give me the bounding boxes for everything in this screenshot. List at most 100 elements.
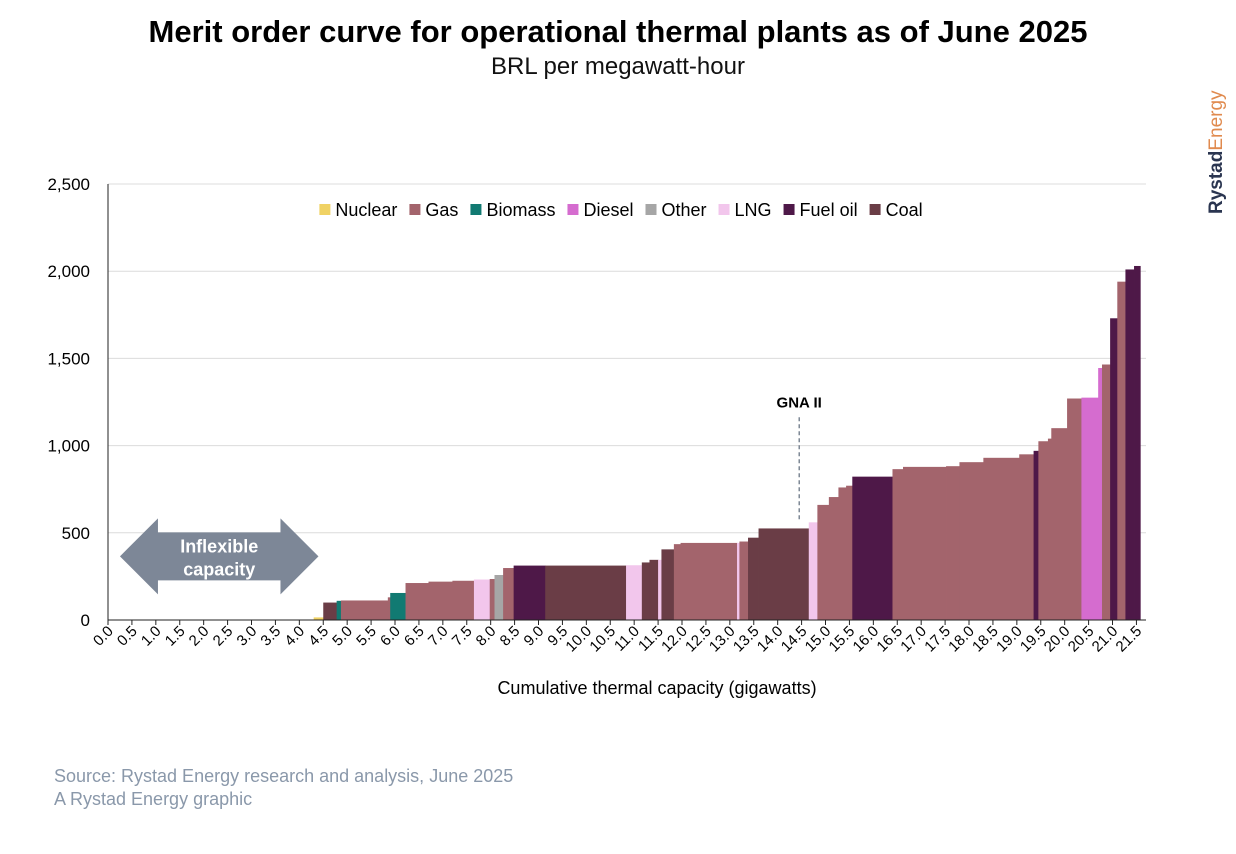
plant-bar xyxy=(1081,397,1099,620)
plant-bar xyxy=(390,592,406,620)
credit-note: A Rystad Energy graphic xyxy=(54,789,253,809)
legend-label: Gas xyxy=(425,200,458,220)
x-tick-label: 2.5 xyxy=(210,623,237,650)
x-tick-label: 0.0 xyxy=(90,623,117,650)
plant-bar xyxy=(748,537,759,620)
plant-bar xyxy=(452,580,475,620)
legend-swatch xyxy=(783,204,795,215)
plant-bar xyxy=(428,581,453,620)
plant-bar xyxy=(313,617,324,620)
x-tick-label: 5.0 xyxy=(329,623,356,650)
plant-bar xyxy=(336,600,342,620)
x-tick-label: 2.0 xyxy=(186,623,213,650)
plant-bar xyxy=(680,542,738,620)
legend-swatch xyxy=(409,204,421,215)
plant-bar xyxy=(892,469,904,620)
x-tick-label: 4.0 xyxy=(281,623,308,650)
plant-bar xyxy=(737,542,740,620)
plant-bar xyxy=(340,600,389,620)
plant-bar xyxy=(1125,269,1135,620)
plant-bar xyxy=(1067,398,1082,620)
legend-label: Biomass xyxy=(486,200,555,220)
x-tick-label: 5.5 xyxy=(353,623,380,650)
x-tick-label: 9.0 xyxy=(521,623,548,650)
x-tick-label: 8.5 xyxy=(497,623,524,650)
plant-bar xyxy=(1033,450,1039,620)
plant-bar xyxy=(1047,438,1052,620)
y-tick-label: 2,000 xyxy=(47,262,90,281)
plant-bar xyxy=(983,457,1020,620)
plant-bar xyxy=(503,568,515,620)
plant-bar xyxy=(846,485,853,620)
plant-bars xyxy=(313,265,1141,620)
plant-bar xyxy=(828,497,839,620)
plant-bar xyxy=(808,522,818,620)
legend-label: Other xyxy=(662,200,707,220)
legend-swatch xyxy=(718,204,730,215)
plant-bar xyxy=(673,544,681,620)
x-tick-label: 3.0 xyxy=(234,623,261,650)
annotations: GNA II Inflexible capacity xyxy=(119,394,822,595)
legend-swatch xyxy=(645,204,657,215)
chart-title: Merit order curve for operational therma… xyxy=(148,14,1088,49)
plant-bar xyxy=(852,476,893,620)
x-tick-label: 6.0 xyxy=(377,623,404,650)
legend-swatch xyxy=(869,204,881,215)
x-axis-title: Cumulative thermal capacity (gigawatts) xyxy=(497,678,816,698)
plant-bar xyxy=(494,575,504,620)
x-tick-label: 7.0 xyxy=(425,623,452,650)
plant-bar xyxy=(838,487,847,620)
plant-bar xyxy=(1098,367,1103,620)
x-tick-label: 3.5 xyxy=(257,623,284,650)
legend-label: Diesel xyxy=(583,200,633,220)
legend-label: LNG xyxy=(735,200,772,220)
plant-bar xyxy=(758,528,810,620)
x-tick-label: 1.5 xyxy=(162,623,189,650)
plant-bar xyxy=(1117,281,1126,620)
plant-bar xyxy=(959,462,984,620)
inflexible-capacity-label: Inflexible xyxy=(180,536,258,556)
plant-bar xyxy=(1110,318,1118,620)
y-tick-label: 2,500 xyxy=(47,175,90,194)
y-tick-label: 1,500 xyxy=(47,349,90,368)
axes: 05001,0001,5002,0002,5000.00.51.01.52.02… xyxy=(47,175,1146,698)
y-tick-label: 500 xyxy=(62,524,90,543)
x-tick-label: 7.5 xyxy=(449,623,476,650)
x-tick-label: 4.5 xyxy=(305,623,332,650)
legend-swatch xyxy=(319,204,331,215)
legend: Nuclear Gas Biomass Diesel Other LNG Fuel oil C… xyxy=(319,200,923,220)
plant-bar xyxy=(626,565,643,620)
y-tick-label: 0 xyxy=(81,611,90,630)
plant-bar xyxy=(323,602,338,620)
plant-bar xyxy=(513,565,546,620)
plant-bar xyxy=(1038,441,1049,620)
legend-label: Nuclear xyxy=(335,200,397,220)
plant-bar xyxy=(946,466,960,620)
plant-bar xyxy=(903,466,947,620)
x-tick-label: 0.5 xyxy=(114,623,141,650)
source-note: Source: Rystad Energy research and analy… xyxy=(54,766,514,786)
plant-bar xyxy=(1019,454,1034,620)
legend-swatch xyxy=(567,204,579,215)
plant-bar xyxy=(739,541,749,620)
plant-bar xyxy=(387,597,391,620)
legend-swatch xyxy=(470,204,482,215)
plant-bar xyxy=(661,549,675,620)
plant-bar xyxy=(489,579,495,620)
plant-bar xyxy=(1101,364,1111,620)
plant-bar xyxy=(1134,265,1141,620)
x-tick-label: 21.5 xyxy=(1113,623,1146,656)
y-tick-label: 1,000 xyxy=(47,437,90,456)
plant-bar xyxy=(405,583,429,620)
plant-bar xyxy=(658,559,662,620)
legend-label: Coal xyxy=(886,200,923,220)
gna-ii-label: GNA II xyxy=(777,394,822,411)
plant-bar xyxy=(545,565,627,620)
x-tick-label: 1.0 xyxy=(138,623,165,650)
x-tick-label: 8.0 xyxy=(473,623,500,650)
legend-label: Fuel oil xyxy=(800,200,858,220)
inflexible-capacity-arrow xyxy=(119,518,319,595)
x-tick-label: 6.5 xyxy=(401,623,428,650)
chart-subtitle: BRL per megawatt-hour xyxy=(491,53,745,80)
